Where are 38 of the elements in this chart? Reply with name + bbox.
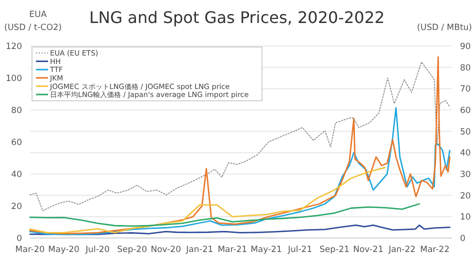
x-tick-label: Sep-20: [117, 245, 147, 255]
line-series: [29, 56, 450, 234]
y2-tick-label: 20: [460, 191, 471, 202]
y2-tick-label: 50: [460, 127, 471, 138]
x-tick-label: Jul-21: [286, 245, 312, 255]
y-tick-label: 0: [16, 234, 22, 244]
x-tick-label: May-20: [48, 245, 80, 255]
y2-tick-label: 70: [460, 84, 471, 95]
y-tick-label: 100: [6, 74, 22, 84]
y-axis-title: EUA (USD / t-CO2): [4, 10, 62, 33]
y2-tick-label: 60: [460, 106, 471, 116]
x-tick-label: Jul-20: [84, 245, 110, 255]
x-tick-label: Jan-22: [388, 245, 416, 255]
y-tick-label: 120: [6, 42, 22, 52]
y-tick-label: 60: [11, 138, 22, 148]
line-series: [29, 203, 420, 227]
x-tick-label: Mar-22: [420, 245, 450, 255]
y2-tick-label: 40: [460, 148, 471, 159]
x-tick-label: Mar-21: [218, 245, 248, 255]
x-tick-label: Nov-21: [353, 245, 384, 255]
x-tick-label: Jan-21: [185, 245, 214, 255]
line-series: [29, 224, 450, 236]
y2-tick-label: 90: [460, 42, 471, 52]
y2-tick-label: 10: [460, 212, 471, 223]
y-tick-label: 20: [11, 202, 22, 212]
y2-tick-label: 30: [460, 170, 471, 180]
x-tick-label: Mar-20: [15, 245, 45, 255]
x-tick-label: May-21: [250, 245, 282, 255]
y2-tick-label: 80: [460, 63, 471, 74]
x-tick-label: Nov-20: [150, 245, 181, 255]
y-tick-label: 80: [11, 106, 22, 116]
y2-axis-title: (USD / MBtu): [417, 23, 472, 33]
x-tick-label: Sep-21: [319, 245, 350, 255]
y2-tick-label: 0: [460, 234, 466, 244]
line-series: [29, 166, 386, 234]
y-tick-label: 40: [11, 170, 22, 180]
chart-title: LNG and Spot Gas Prices, 2020-2022: [89, 8, 385, 27]
line-series: [29, 107, 450, 236]
